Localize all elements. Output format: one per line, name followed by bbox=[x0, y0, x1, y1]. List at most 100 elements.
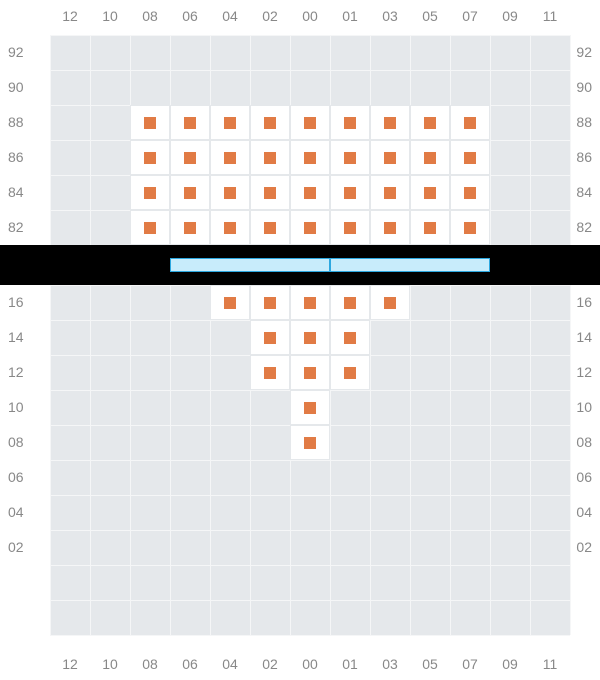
seat-cell[interactable] bbox=[330, 140, 370, 175]
seat-marker-icon bbox=[144, 117, 156, 129]
seat-cell[interactable] bbox=[370, 285, 410, 320]
x-label: 09 bbox=[490, 8, 530, 24]
seat-cell[interactable] bbox=[250, 175, 290, 210]
y-label: 14 bbox=[576, 320, 592, 355]
seat-cell[interactable] bbox=[210, 210, 250, 245]
seat-cell[interactable] bbox=[290, 175, 330, 210]
seat-cell[interactable] bbox=[250, 320, 290, 355]
x-label: 06 bbox=[170, 656, 210, 672]
seat-cell[interactable] bbox=[210, 175, 250, 210]
seat-cell[interactable] bbox=[370, 140, 410, 175]
seat-marker-icon bbox=[384, 297, 396, 309]
seat-cell[interactable] bbox=[330, 320, 370, 355]
seat-cell[interactable] bbox=[250, 140, 290, 175]
x-label: 02 bbox=[250, 8, 290, 24]
seat-cell[interactable] bbox=[210, 285, 250, 320]
seat-cell[interactable] bbox=[250, 210, 290, 245]
seat-cell[interactable] bbox=[410, 210, 450, 245]
seat-cell[interactable] bbox=[250, 285, 290, 320]
seat-cell[interactable] bbox=[210, 105, 250, 140]
seat-cell[interactable] bbox=[370, 105, 410, 140]
x-label: 01 bbox=[330, 656, 370, 672]
seat-marker-icon bbox=[144, 222, 156, 234]
seat-cell[interactable] bbox=[450, 140, 490, 175]
seat-marker-icon bbox=[264, 367, 276, 379]
seat-cell[interactable] bbox=[130, 105, 170, 140]
y-label: 10 bbox=[8, 390, 24, 425]
seat-cell[interactable] bbox=[130, 210, 170, 245]
seat-cell[interactable] bbox=[410, 140, 450, 175]
y-label: 86 bbox=[576, 140, 592, 175]
seat-cell[interactable] bbox=[330, 175, 370, 210]
seat-cell[interactable] bbox=[290, 210, 330, 245]
seat-cell[interactable] bbox=[290, 285, 330, 320]
y-label: 16 bbox=[8, 285, 24, 320]
seat-marker-icon bbox=[424, 152, 436, 164]
seat-cell[interactable] bbox=[290, 355, 330, 390]
seat-marker-icon bbox=[264, 297, 276, 309]
seat-cell[interactable] bbox=[130, 175, 170, 210]
x-label: 08 bbox=[130, 656, 170, 672]
seat-marker-icon bbox=[464, 152, 476, 164]
x-label: 00 bbox=[290, 656, 330, 672]
seat-cell[interactable] bbox=[410, 175, 450, 210]
seat-cell[interactable] bbox=[370, 175, 410, 210]
y-label: 04 bbox=[576, 495, 592, 530]
seat-marker-icon bbox=[304, 187, 316, 199]
seat-cell[interactable] bbox=[290, 320, 330, 355]
seat-cell[interactable] bbox=[290, 140, 330, 175]
seat-cell[interactable] bbox=[170, 175, 210, 210]
seat-marker-icon bbox=[224, 152, 236, 164]
x-label: 11 bbox=[530, 656, 570, 672]
y-label: 12 bbox=[576, 355, 592, 390]
seat-cell[interactable] bbox=[170, 210, 210, 245]
seat-cell[interactable] bbox=[450, 105, 490, 140]
y-label: 08 bbox=[576, 425, 592, 460]
seat-marker-icon bbox=[144, 152, 156, 164]
x-label: 01 bbox=[330, 8, 370, 24]
y-label: 92 bbox=[576, 35, 592, 70]
x-label: 10 bbox=[90, 656, 130, 672]
seat-cell[interactable] bbox=[370, 210, 410, 245]
x-label: 08 bbox=[130, 8, 170, 24]
seat-marker-icon bbox=[264, 332, 276, 344]
y-label: 84 bbox=[8, 175, 24, 210]
seat-cell[interactable] bbox=[290, 105, 330, 140]
seat-cell[interactable] bbox=[330, 285, 370, 320]
seat-cell[interactable] bbox=[250, 355, 290, 390]
seat-marker-icon bbox=[304, 152, 316, 164]
seat-cell[interactable] bbox=[330, 355, 370, 390]
seat-cell[interactable] bbox=[290, 425, 330, 460]
y-label: 12 bbox=[8, 355, 24, 390]
seat-marker-icon bbox=[184, 117, 196, 129]
seat-marker-icon bbox=[304, 332, 316, 344]
seat-cell[interactable] bbox=[290, 390, 330, 425]
seat-cell[interactable] bbox=[170, 105, 210, 140]
seat-marker-icon bbox=[344, 222, 356, 234]
seat-cell[interactable] bbox=[330, 210, 370, 245]
seat-cell[interactable] bbox=[210, 140, 250, 175]
seat-marker-icon bbox=[424, 117, 436, 129]
seat-marker-icon bbox=[464, 117, 476, 129]
y-label: 82 bbox=[8, 210, 24, 245]
seat-marker-icon bbox=[224, 222, 236, 234]
y-label: 14 bbox=[8, 320, 24, 355]
seat-cell[interactable] bbox=[450, 175, 490, 210]
seat-cell[interactable] bbox=[450, 210, 490, 245]
seat-cell[interactable] bbox=[250, 105, 290, 140]
x-label: 02 bbox=[250, 656, 290, 672]
seat-cell[interactable] bbox=[410, 105, 450, 140]
x-label: 03 bbox=[370, 8, 410, 24]
seat-marker-icon bbox=[344, 152, 356, 164]
y-label: 88 bbox=[8, 105, 24, 140]
seat-marker-icon bbox=[304, 297, 316, 309]
seat-marker-icon bbox=[344, 367, 356, 379]
y-label: 84 bbox=[576, 175, 592, 210]
seat-marker-icon bbox=[464, 187, 476, 199]
y-label: 04 bbox=[8, 495, 24, 530]
seat-cell[interactable] bbox=[170, 140, 210, 175]
seat-marker-icon bbox=[224, 187, 236, 199]
seat-cell[interactable] bbox=[130, 140, 170, 175]
seat-cell[interactable] bbox=[330, 105, 370, 140]
y-label: 82 bbox=[576, 210, 592, 245]
